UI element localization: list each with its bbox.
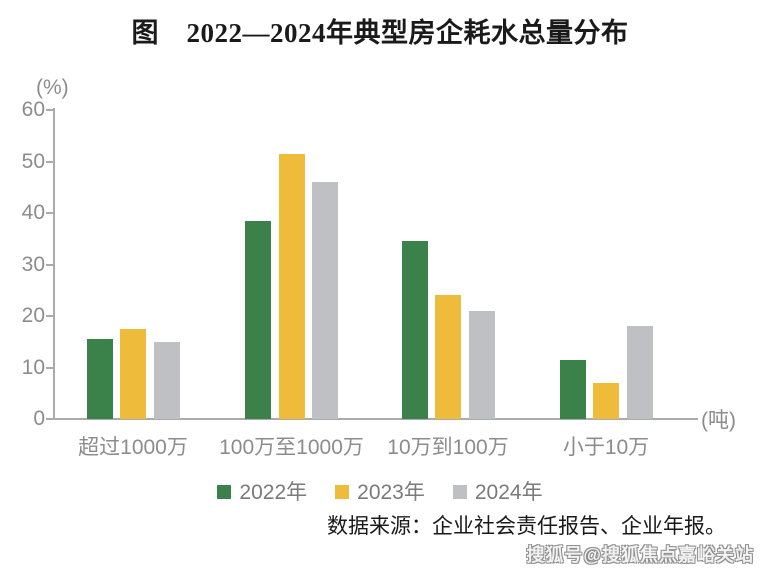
legend-item-2023年: 2023年 [335, 476, 425, 506]
y-tick-label: 0 [33, 407, 45, 430]
bar-2022年-小于10万 [559, 359, 586, 419]
bar-2022年-超过1000万 [86, 339, 113, 419]
x-axis-unit-label: (吨) [701, 409, 736, 432]
y-axis-unit-label: (%) [36, 76, 69, 99]
legend-item-2022年: 2022年 [217, 476, 307, 506]
bar-2024年-超过1000万 [153, 341, 180, 419]
x-axis-line [53, 418, 698, 420]
bar-2022年-100万至1000万 [245, 220, 271, 419]
x-axis-label: 100万至1000万 [219, 436, 364, 459]
bar-2022年-10万到100万 [401, 241, 428, 419]
legend-swatch-icon [335, 485, 350, 499]
bar-2024年-小于10万 [626, 326, 653, 419]
x-axis-label: 10万到100万 [387, 436, 509, 459]
y-axis-line [53, 108, 55, 420]
legend: 2022年 2023年 2024年 [0, 476, 760, 506]
source-note: 数据来源：企业社会责任报告、企业年报。 [327, 514, 726, 538]
bar-2024年-10万到100万 [468, 310, 495, 419]
y-tick [46, 418, 54, 420]
y-tick [46, 315, 54, 317]
legend-label: 2024年 [474, 481, 543, 504]
y-tick [46, 263, 54, 266]
bar-2023年-小于10万 [593, 382, 619, 419]
bar-2023年-100万至1000万 [278, 153, 305, 419]
y-tick-label: 30 [21, 252, 45, 276]
bar-2023年-超过1000万 [120, 328, 146, 419]
y-tick-label: 10 [21, 355, 45, 379]
legend-swatch-icon [217, 485, 232, 499]
legend-label: 2022年 [239, 481, 308, 504]
y-tick-label: 40 [21, 201, 45, 224]
legend-item-2024年: 2024年 [452, 476, 543, 506]
y-tick-label: 20 [21, 304, 45, 327]
y-tick [46, 366, 54, 369]
x-axis-label: 超过1000万 [78, 436, 188, 459]
legend-swatch-icon [452, 485, 467, 499]
watermark: 搜狐号@搜狐焦点嘉峪关站 [526, 545, 754, 565]
chart-title: 图 2022—2024年典型房企耗水总量分布 [131, 18, 629, 48]
y-tick [46, 160, 54, 163]
legend-label: 2023年 [357, 481, 425, 504]
bar-2024年-100万至1000万 [312, 182, 338, 419]
y-tick [46, 109, 54, 111]
x-axis-label: 小于10万 [562, 436, 650, 459]
bar-2023年-10万到100万 [435, 295, 461, 419]
y-tick [46, 212, 54, 214]
y-tick-label: 60 [21, 98, 45, 121]
y-tick-label: 50 [21, 149, 45, 173]
